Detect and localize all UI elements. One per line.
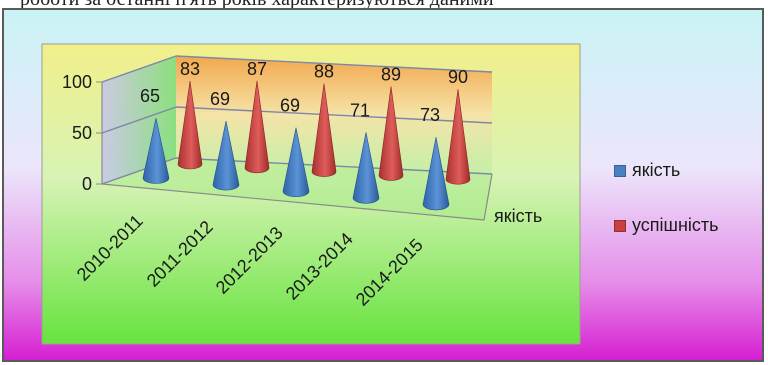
data-label-series-0-4: 73 (420, 105, 440, 125)
data-label-series-1-3: 89 (381, 64, 401, 84)
data-label-series-1-1: 87 (247, 59, 267, 79)
cone-series-0-4 (422, 137, 450, 211)
data-label-series-0-3: 71 (350, 100, 370, 120)
gridline-side-2 (101, 55, 177, 83)
cone-series-0-1 (212, 121, 240, 191)
cone-series-1-2 (311, 83, 337, 177)
chart-frame: 0 50 100 83 87 88 89 90 65 69 69 71 73 2010-2011 201… (2, 8, 764, 362)
gridline-back-2 (175, 55, 493, 73)
cone-series-1-3 (378, 86, 404, 181)
cone-series-1-4 (445, 89, 471, 185)
legend-swatch-series-0 (614, 164, 626, 177)
y-axis-ticks: 0 50 100 (62, 72, 102, 194)
data-label-series-0-2: 69 (280, 96, 300, 116)
gridline-side-1 (101, 106, 177, 134)
data-label-series-0-0: 65 (140, 86, 160, 106)
legend-label-series-1: успішність (632, 215, 719, 235)
legend-item-series-1: успішність (614, 215, 719, 236)
cone-series-1-1 (244, 80, 270, 174)
cone-series-0-0 (142, 118, 170, 184)
cone-series-0-2 (282, 127, 310, 197)
top-text-strip: роботи за останні п'ять років характериз… (0, 0, 768, 8)
legend: якість успішність (614, 160, 719, 270)
legend-item-series-0: якість (614, 160, 719, 181)
data-label-series-1-4: 90 (448, 67, 468, 87)
top-text-snippet: роботи за останні п'ять років характериз… (20, 0, 494, 8)
x-axis-line (101, 183, 485, 221)
y-tick-label-0: 0 (82, 174, 92, 194)
data-label-series-1-0: 83 (180, 59, 200, 79)
depth-axis-label: якість (494, 206, 542, 226)
legend-label-series-0: якість (632, 160, 681, 180)
y-tick-label-2: 100 (62, 72, 92, 92)
data-labels: 83 87 88 89 90 65 69 69 71 73 (140, 59, 468, 125)
cone-series-0-3 (352, 132, 380, 204)
data-label-series-0-1: 69 (210, 89, 230, 109)
depth-axis-line (483, 173, 493, 221)
y-tick-label-1: 50 (72, 123, 92, 143)
cone-series-1-0 (177, 80, 203, 170)
gridline-back-1 (175, 106, 493, 124)
data-label-series-1-2: 88 (314, 62, 334, 82)
chart-marks (142, 80, 471, 211)
legend-swatch-series-1 (614, 219, 626, 232)
